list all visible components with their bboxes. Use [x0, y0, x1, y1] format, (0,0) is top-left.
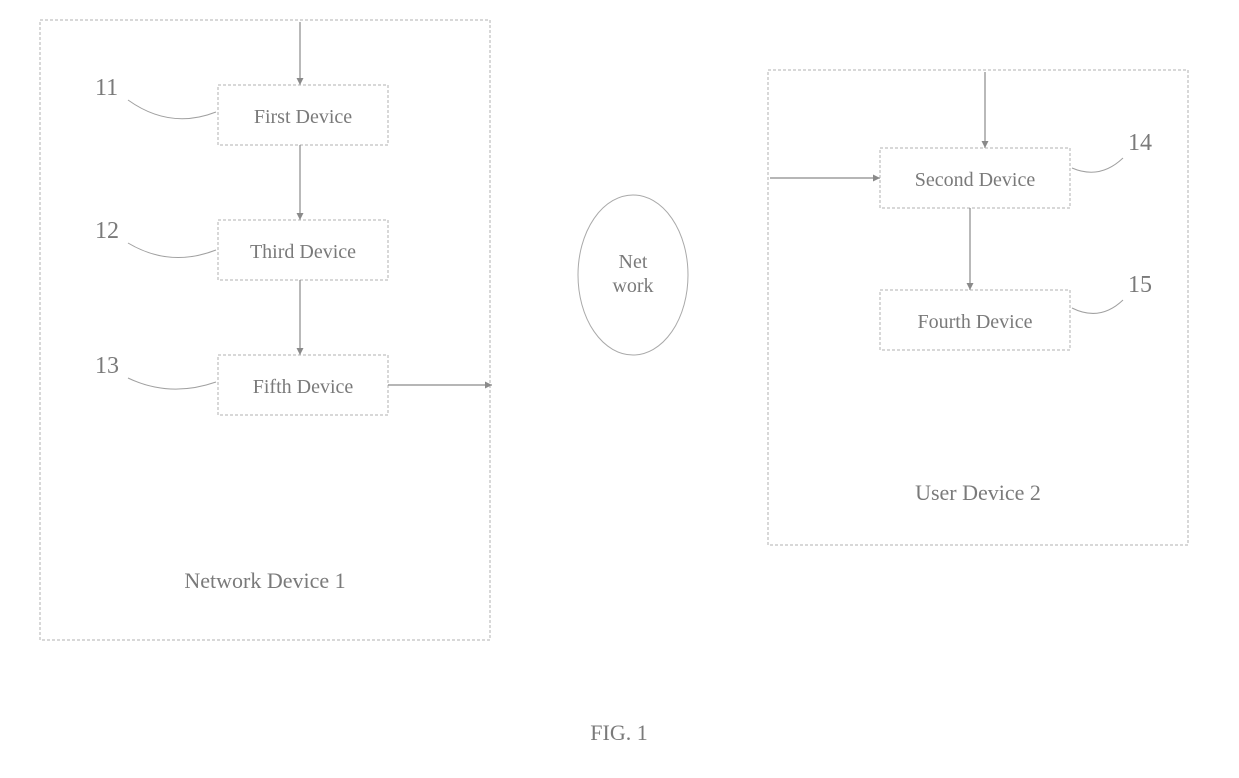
ref-12-curve	[128, 243, 216, 258]
network-cloud-label-line2: work	[612, 275, 653, 297]
ref-14: 14	[1128, 130, 1152, 156]
third-device-box: Third Device	[218, 220, 388, 280]
figure-caption: FIG. 1	[590, 720, 647, 745]
network-cloud: Net work	[578, 195, 688, 355]
ref-15: 15	[1128, 272, 1152, 298]
ref-15-curve	[1072, 300, 1123, 313]
ref-11: 11	[95, 75, 118, 101]
network-device-group: First Device 11 Third Device 12 Fifth De…	[40, 20, 492, 640]
network-cloud-label-line1: Net	[619, 251, 648, 273]
fourth-device-box: Fourth Device	[880, 290, 1070, 350]
fourth-device-label: Fourth Device	[918, 311, 1033, 333]
user-device-group: Second Device 14 Fourth Device 15 User D…	[768, 70, 1188, 545]
ref-11-curve	[128, 100, 216, 119]
ref-14-curve	[1072, 158, 1123, 172]
network-device-label: Network Device 1	[184, 568, 345, 593]
second-device-box: Second Device	[880, 148, 1070, 208]
third-device-label: Third Device	[250, 241, 356, 263]
fifth-device-box: Fifth Device	[218, 355, 388, 415]
fifth-device-label: Fifth Device	[253, 376, 354, 398]
user-device-frame	[768, 70, 1188, 545]
user-device-label: User Device 2	[915, 480, 1041, 505]
diagram-canvas: First Device 11 Third Device 12 Fifth De…	[0, 0, 1239, 778]
ref-13-curve	[128, 378, 216, 389]
ref-13: 13	[95, 353, 119, 379]
ref-12: 12	[95, 218, 119, 244]
first-device-label: First Device	[254, 106, 352, 128]
first-device-box: First Device	[218, 85, 388, 145]
second-device-label: Second Device	[915, 169, 1036, 191]
